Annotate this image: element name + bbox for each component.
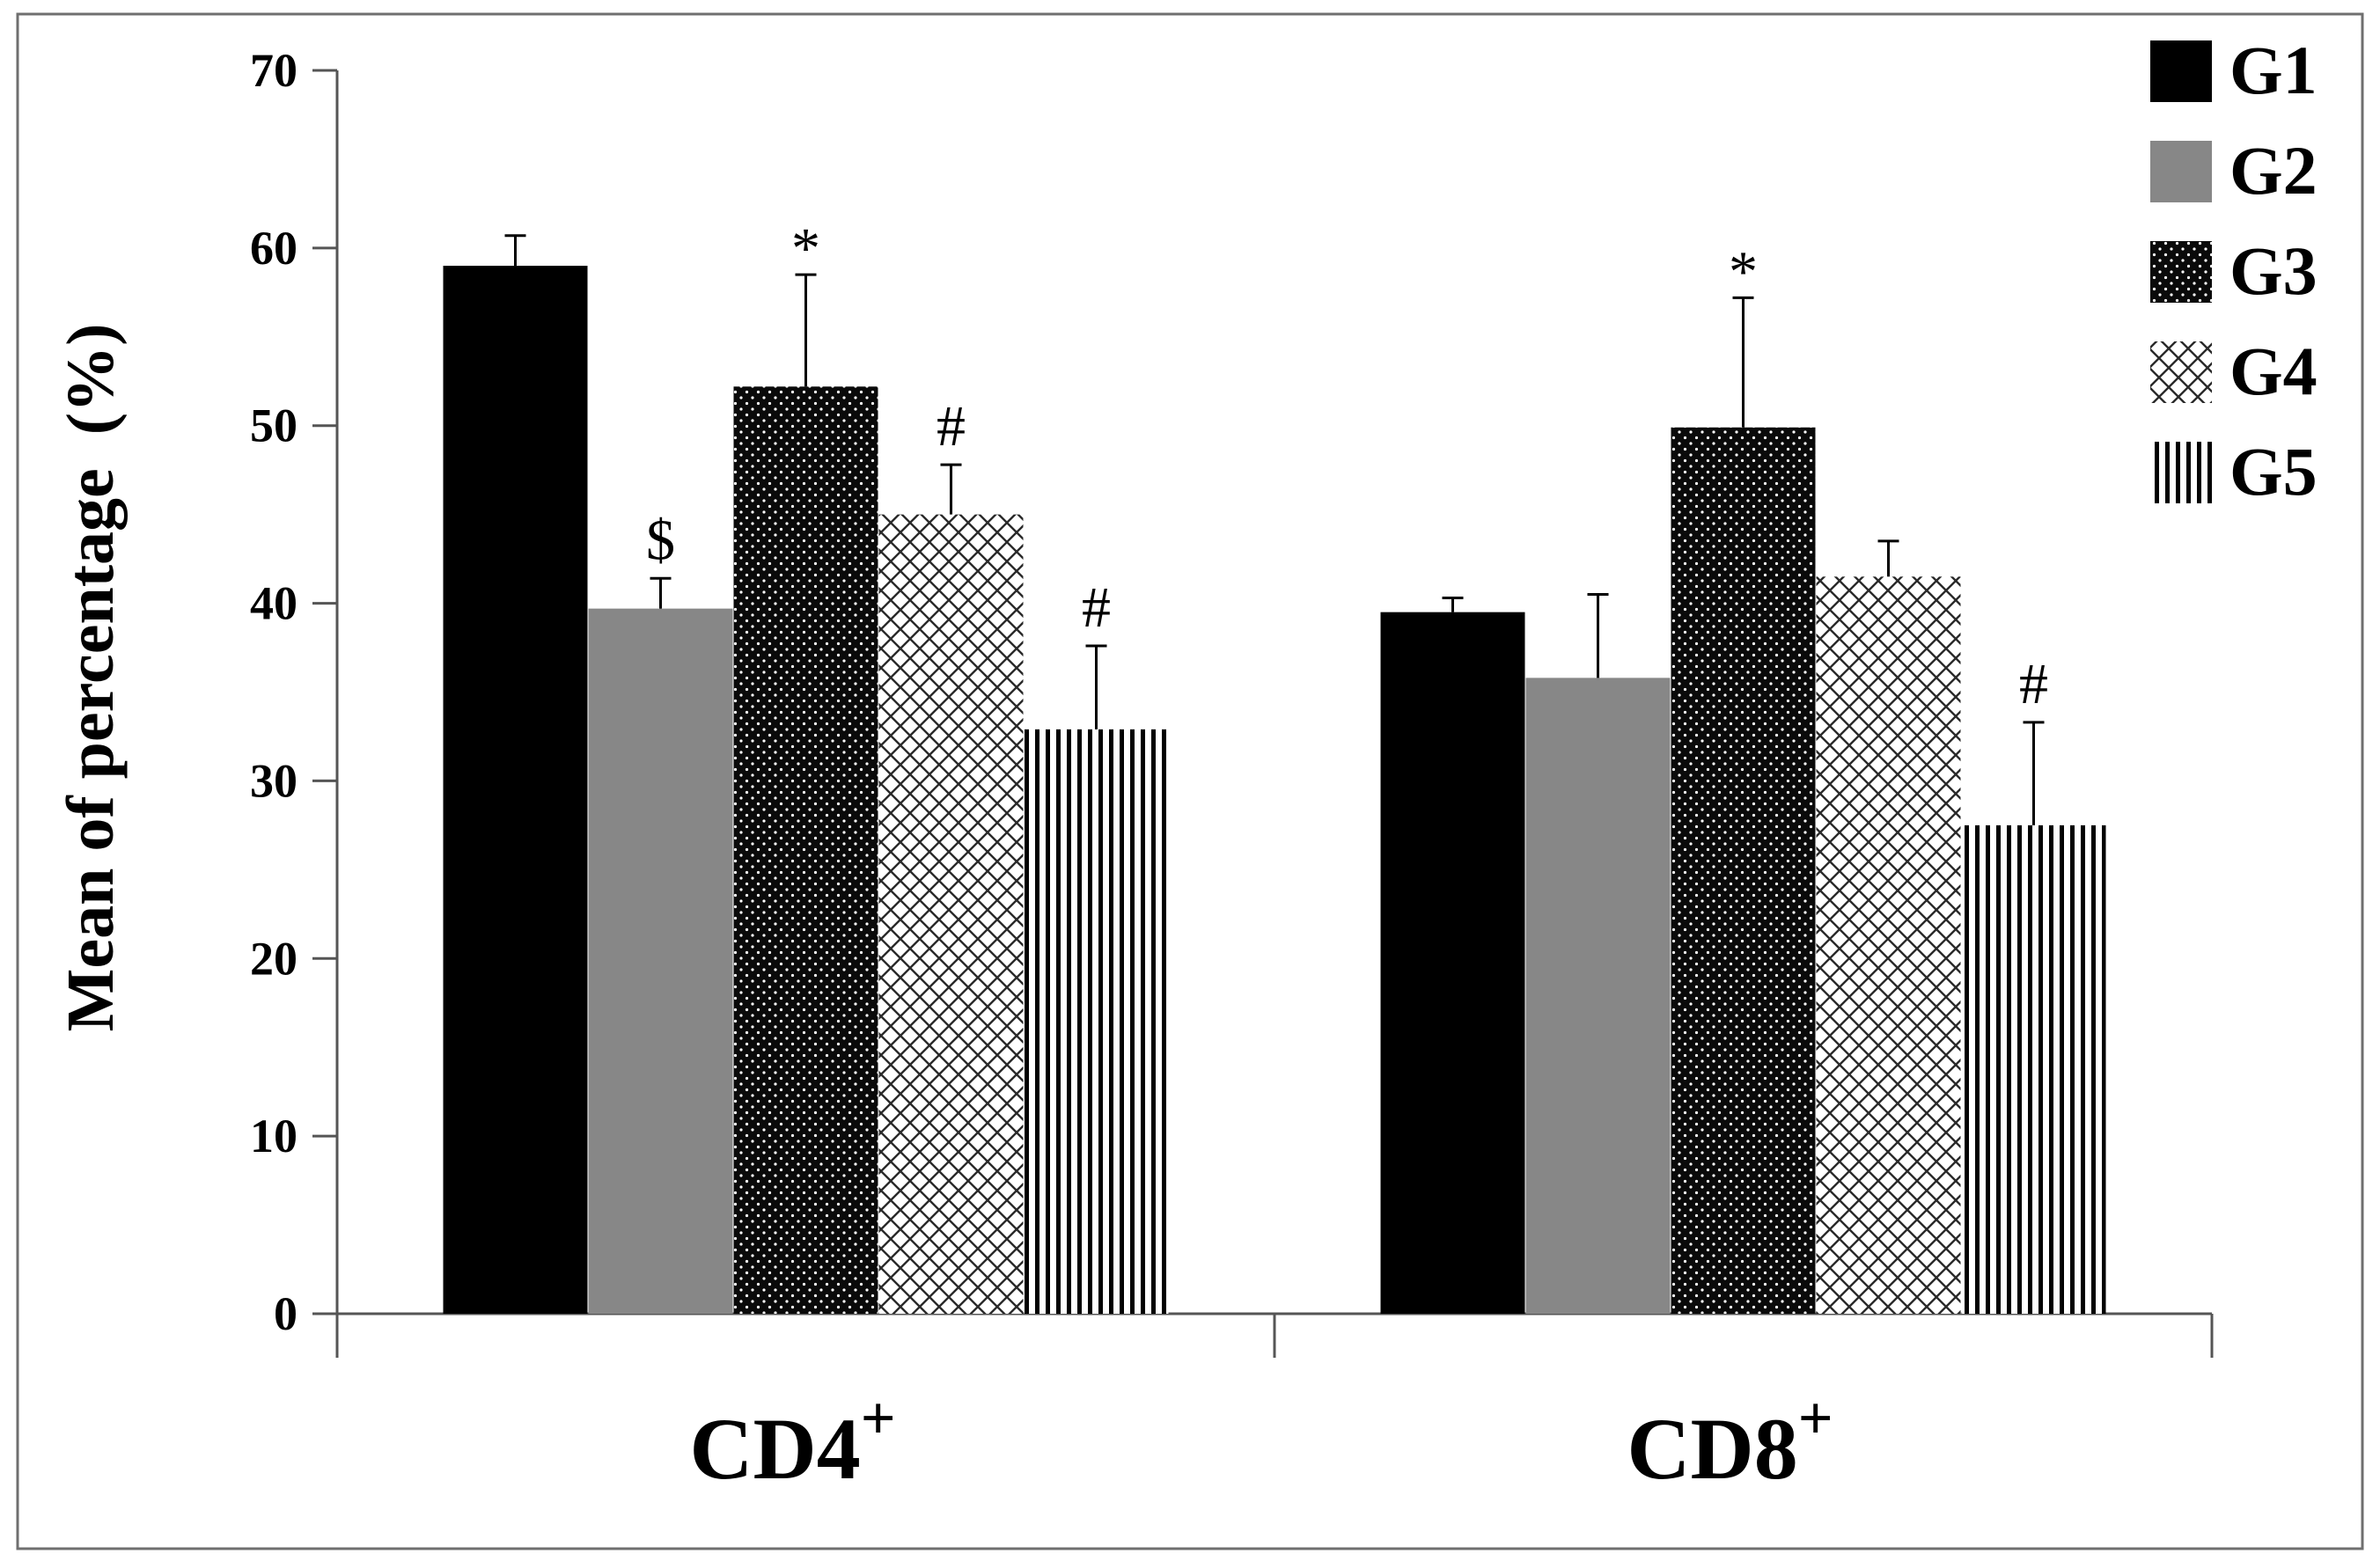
- y-tick-label: 30: [250, 754, 298, 807]
- legend-label-g1: G1: [2229, 32, 2318, 108]
- y-tick-label: 60: [250, 222, 298, 275]
- bar-g5-cd4: [1024, 729, 1169, 1314]
- significance-marker: $: [646, 508, 675, 572]
- legend-label-g5: G5: [2229, 433, 2318, 509]
- y-tick-label: 40: [250, 577, 298, 630]
- y-tick-label: 20: [250, 932, 298, 985]
- bar-g2-cd8: [1525, 678, 1671, 1314]
- bar-g3-cd4: [733, 386, 878, 1315]
- legend-swatch-g2: [2150, 141, 2212, 202]
- bar-g3-cd8: [1671, 427, 1816, 1314]
- bar-g2-cd4: [588, 608, 733, 1314]
- significance-marker: #: [2019, 652, 2048, 716]
- category-superscript: +: [1798, 1385, 1833, 1453]
- bar-g1-cd8: [1380, 612, 1525, 1314]
- legend-label-g2: G2: [2229, 132, 2318, 209]
- legend-label-g3: G3: [2229, 232, 2318, 309]
- bar-g4-cd4: [878, 514, 1024, 1314]
- bar-g1-cd4: [443, 266, 588, 1314]
- y-tick-label: 10: [250, 1110, 298, 1162]
- significance-marker: *: [1729, 239, 1758, 304]
- significance-marker: #: [937, 394, 966, 458]
- bar-g5-cd8: [1961, 824, 2106, 1314]
- legend-swatch-g5: [2150, 442, 2212, 503]
- category-superscript: +: [861, 1385, 896, 1453]
- legend-swatch-g4: [2150, 341, 2212, 403]
- significance-marker: *: [791, 216, 820, 281]
- y-axis-label: Mean of percentage (%): [54, 324, 128, 1032]
- y-tick-label: 50: [250, 399, 298, 452]
- y-tick-label: 70: [250, 44, 298, 97]
- bar-g4-cd8: [1816, 576, 1961, 1314]
- chart-frame: [16, 12, 2364, 1550]
- y-tick-label: 0: [274, 1287, 298, 1340]
- legend-swatch-g1: [2150, 40, 2212, 102]
- legend-swatch-g3: [2150, 241, 2212, 303]
- significance-marker: #: [1082, 575, 1111, 640]
- legend-label-g4: G4: [2229, 333, 2318, 409]
